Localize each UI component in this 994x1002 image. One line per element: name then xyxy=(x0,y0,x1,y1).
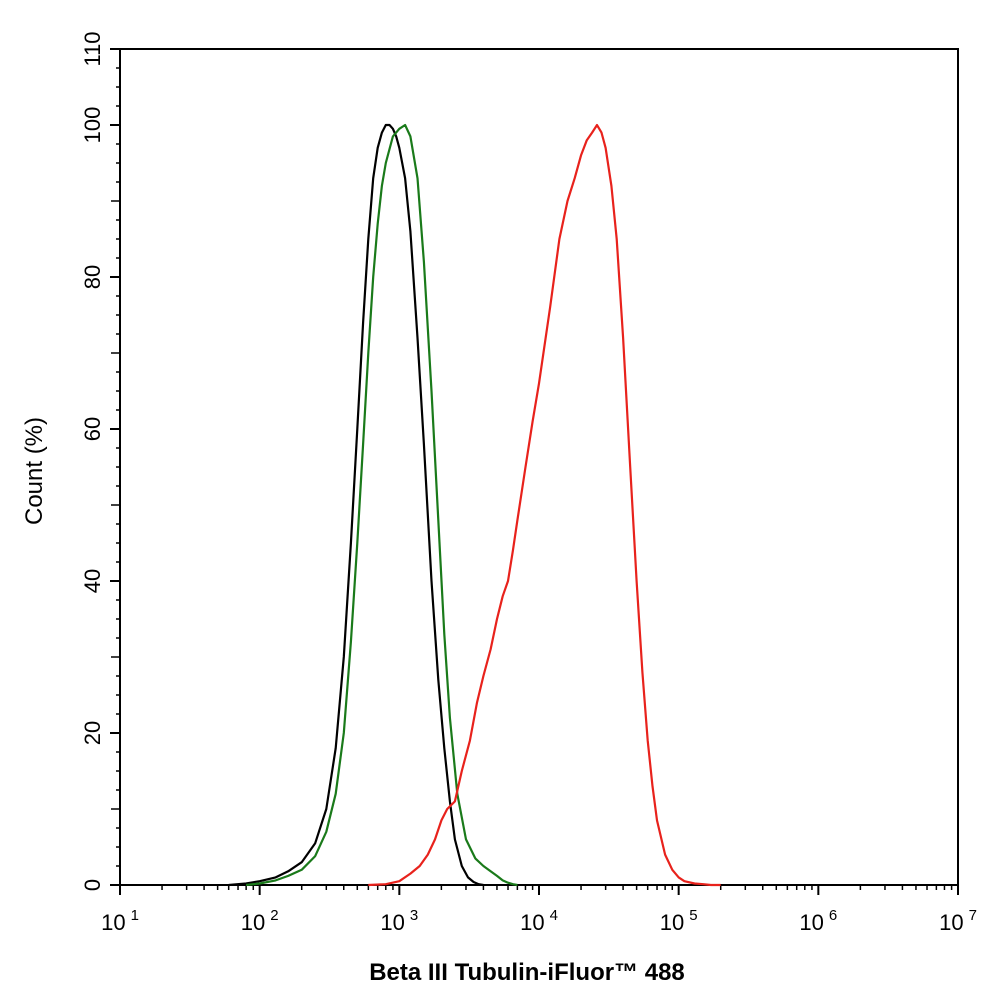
x-tick-label: 10 6 xyxy=(799,907,837,935)
x-tick-label: 10 3 xyxy=(380,907,418,935)
y-tick-label: 100 xyxy=(80,107,105,144)
y-tick-label: 20 xyxy=(80,721,105,745)
x-tick-label: 10 5 xyxy=(660,907,698,935)
series-layer xyxy=(228,123,721,887)
y-tick-label: 0 xyxy=(80,879,105,891)
y-tick-label: 80 xyxy=(80,265,105,289)
x-tick-label: 10 7 xyxy=(939,907,977,935)
x-axis-title: Beta III Tubulin-iFluor™ 488 xyxy=(369,959,685,986)
y-tick-label: 60 xyxy=(80,417,105,441)
x-tick-label: 10 4 xyxy=(520,907,558,935)
x-tick-label: 10 2 xyxy=(241,907,279,935)
x-tick-label: 10 1 xyxy=(101,907,139,935)
y-axis-title: Count (%) xyxy=(21,417,48,525)
y-tick-label: 110 xyxy=(80,31,105,66)
y-tick-label: 40 xyxy=(80,569,105,593)
x-axis-ticks: 10 1 10 2 10 3 10 4 10 5 10 6 10 7 xyxy=(101,885,977,935)
series-line-1 xyxy=(228,123,484,887)
y-axis-ticks: 0 20 40 60 80 100 110 xyxy=(80,31,120,891)
series-line-2 xyxy=(245,123,518,887)
plot-frame xyxy=(119,48,959,886)
series-line-3 xyxy=(368,123,721,887)
